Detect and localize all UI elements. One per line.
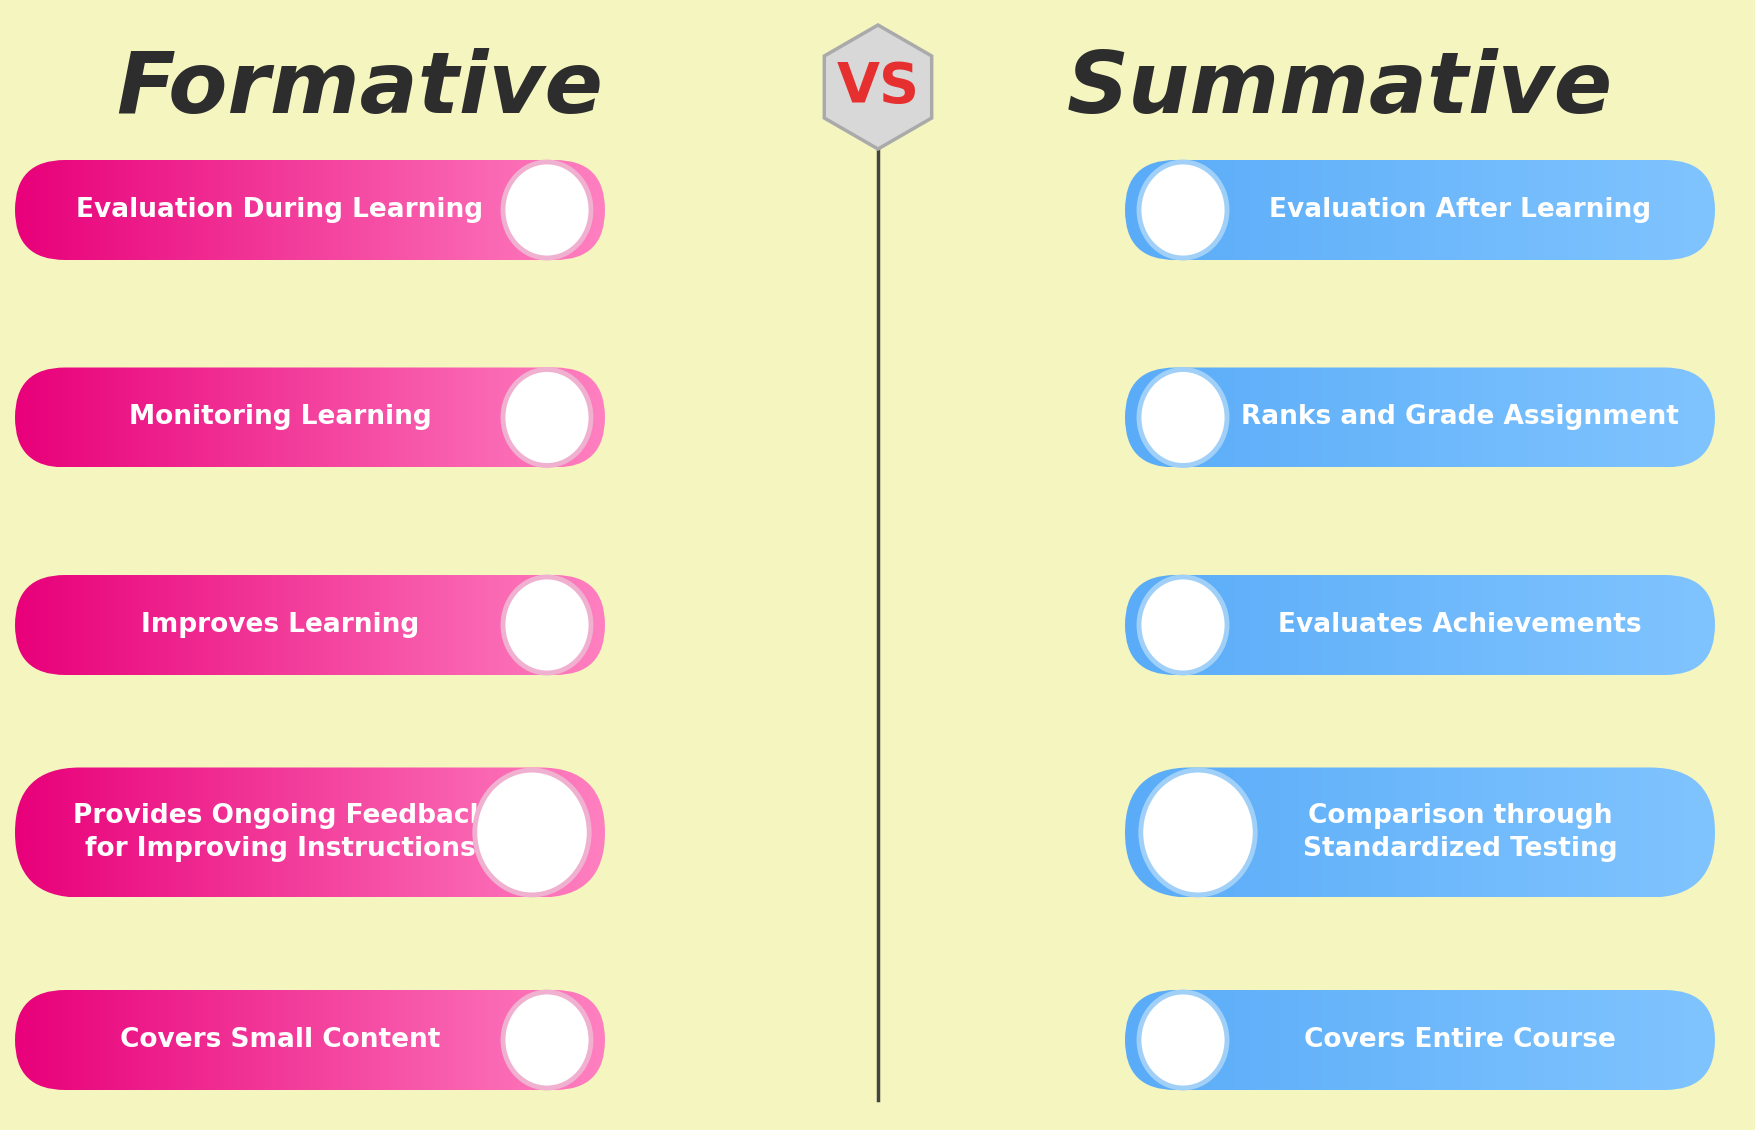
- Ellipse shape: [1141, 771, 1255, 895]
- Ellipse shape: [1139, 370, 1227, 466]
- Text: Summative: Summative: [1067, 49, 1613, 131]
- Text: Evaluates Achievements: Evaluates Achievements: [1278, 612, 1641, 638]
- Text: Ranks and Grade Assignment: Ranks and Grade Assignment: [1241, 405, 1678, 431]
- Ellipse shape: [474, 771, 590, 895]
- Text: Comparison through
Standardized Testing: Comparison through Standardized Testing: [1302, 803, 1616, 862]
- Text: Provides Ongoing Feedback
for Improving Instructions: Provides Ongoing Feedback for Improving …: [74, 803, 486, 862]
- Ellipse shape: [1139, 162, 1227, 258]
- Text: Evaluation After Learning: Evaluation After Learning: [1269, 197, 1650, 223]
- Polygon shape: [823, 25, 932, 149]
- Text: Improves Learning: Improves Learning: [140, 612, 419, 638]
- Ellipse shape: [502, 162, 591, 258]
- Text: Formative: Formative: [116, 49, 604, 131]
- Text: Covers Entire Course: Covers Entire Course: [1304, 1027, 1615, 1053]
- Ellipse shape: [502, 577, 591, 673]
- Text: VS: VS: [835, 60, 920, 114]
- Ellipse shape: [502, 992, 591, 1088]
- Ellipse shape: [502, 370, 591, 466]
- Ellipse shape: [1139, 577, 1227, 673]
- Text: Monitoring Learning: Monitoring Learning: [128, 405, 432, 431]
- Text: Evaluation During Learning: Evaluation During Learning: [77, 197, 483, 223]
- Text: Covers Small Content: Covers Small Content: [119, 1027, 441, 1053]
- Ellipse shape: [1139, 992, 1227, 1088]
